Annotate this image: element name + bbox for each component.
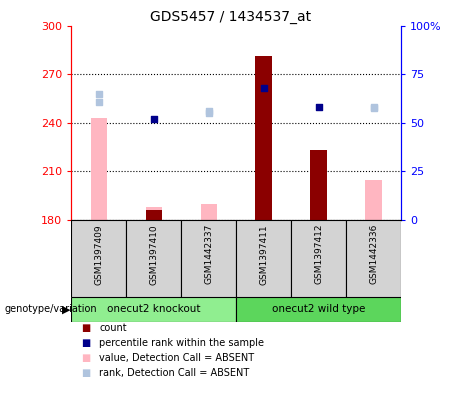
Text: ■: ■ <box>81 368 90 378</box>
Text: value, Detection Call = ABSENT: value, Detection Call = ABSENT <box>99 353 254 363</box>
Bar <box>71 297 236 322</box>
Bar <box>146 207 162 220</box>
Bar <box>236 297 401 322</box>
Text: GSM1442337: GSM1442337 <box>204 224 213 284</box>
Bar <box>291 220 346 297</box>
Text: ▶: ▶ <box>62 305 71 314</box>
Text: GDS5457 / 1434537_at: GDS5457 / 1434537_at <box>150 10 311 24</box>
Bar <box>146 210 162 220</box>
Bar <box>126 220 181 297</box>
Bar <box>346 220 401 297</box>
Point <box>205 110 213 116</box>
Text: ■: ■ <box>81 323 90 333</box>
Point <box>315 104 322 110</box>
Text: GSM1397412: GSM1397412 <box>314 224 323 285</box>
Point <box>260 84 267 91</box>
Text: onecut2 wild type: onecut2 wild type <box>272 305 366 314</box>
Bar <box>366 180 382 220</box>
Text: genotype/variation: genotype/variation <box>5 305 97 314</box>
Text: GSM1397410: GSM1397410 <box>149 224 159 285</box>
Bar <box>201 204 217 220</box>
Text: rank, Detection Call = ABSENT: rank, Detection Call = ABSENT <box>99 368 249 378</box>
Point <box>370 104 377 110</box>
Point <box>95 99 103 105</box>
Text: GSM1397409: GSM1397409 <box>95 224 103 285</box>
Bar <box>310 151 327 220</box>
Bar <box>71 220 126 297</box>
Bar <box>181 220 236 297</box>
Text: onecut2 knockout: onecut2 knockout <box>107 305 201 314</box>
Point <box>150 116 158 122</box>
Bar <box>91 118 107 220</box>
Text: GSM1397411: GSM1397411 <box>259 224 268 285</box>
Point <box>95 90 103 97</box>
Text: ■: ■ <box>81 353 90 363</box>
Bar <box>236 220 291 297</box>
Text: ■: ■ <box>81 338 90 348</box>
Bar <box>255 56 272 220</box>
Text: percentile rank within the sample: percentile rank within the sample <box>99 338 264 348</box>
Point <box>205 108 213 115</box>
Text: count: count <box>99 323 127 333</box>
Point <box>370 105 377 111</box>
Text: GSM1442336: GSM1442336 <box>369 224 378 284</box>
